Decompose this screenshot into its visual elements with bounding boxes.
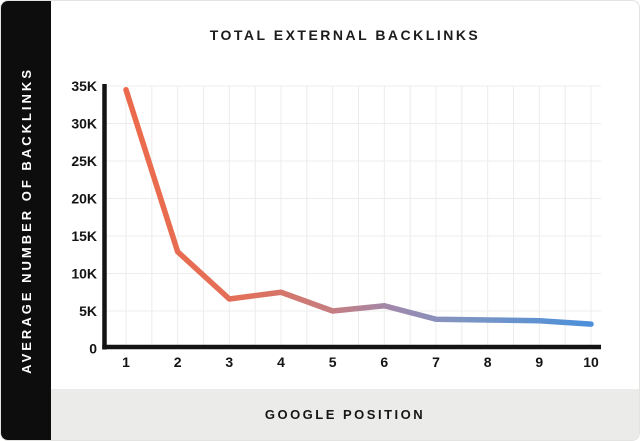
x-tick-label: 9 bbox=[535, 354, 543, 370]
x-tick-label: 4 bbox=[277, 354, 285, 370]
y-tick-label: 20K bbox=[71, 191, 97, 207]
y-axis-title-bar: AVERAGE NUMBER OF BACKLINKS bbox=[1, 1, 51, 440]
y-tick-label: 30K bbox=[71, 116, 97, 132]
backlinks-line bbox=[123, 87, 594, 327]
y-tick-label: 0 bbox=[89, 341, 97, 357]
x-tick-label: 6 bbox=[380, 354, 388, 370]
y-tick-label: 25K bbox=[71, 153, 97, 169]
x-axis-title: GOOGLE POSITION bbox=[264, 407, 426, 422]
chart-title: TOTAL EXTERNAL BACKLINKS bbox=[209, 27, 481, 43]
x-tick-label: 7 bbox=[432, 354, 440, 370]
x-tick-label: 5 bbox=[329, 354, 337, 370]
x-tick-label: 1 bbox=[122, 354, 130, 370]
y-tick-label: 5K bbox=[79, 303, 97, 319]
x-tick-label: 3 bbox=[225, 354, 233, 370]
x-tick-label: 8 bbox=[484, 354, 492, 370]
y-tick-label: 35K bbox=[71, 78, 97, 94]
y-axis-title: AVERAGE NUMBER OF BACKLINKS bbox=[18, 67, 34, 374]
y-tick-label: 10K bbox=[71, 266, 97, 282]
x-tick-label: 10 bbox=[583, 354, 599, 370]
y-tick-label: 15K bbox=[71, 228, 97, 244]
x-tick-label: 2 bbox=[174, 354, 182, 370]
x-axis-title-bar: GOOGLE POSITION bbox=[51, 389, 639, 440]
